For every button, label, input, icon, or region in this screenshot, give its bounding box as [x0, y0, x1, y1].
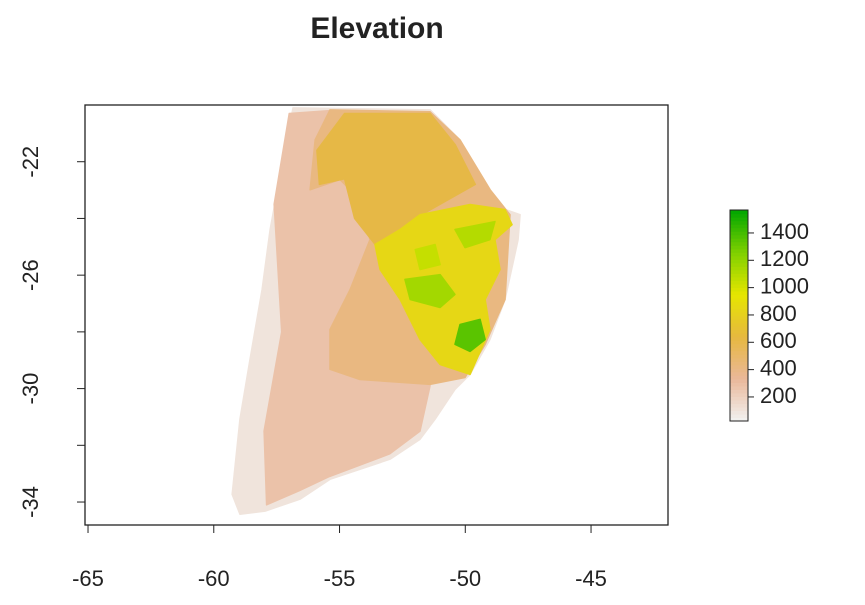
x-tick-label: -60 [198, 566, 230, 591]
colorbar-cell [730, 358, 748, 362]
colorbar-cell [730, 224, 748, 228]
colorbar-cell [730, 270, 748, 274]
colorbar-cell [730, 249, 748, 253]
colorbar-cell [730, 301, 748, 305]
colorbar-label: 1200 [760, 246, 809, 271]
colorbar-cell [730, 231, 748, 235]
y-tick-label: -26 [18, 259, 43, 291]
colorbar-cell [730, 214, 748, 218]
colorbar-cell [730, 277, 748, 281]
colorbar-cell [730, 365, 748, 369]
colorbar-cell [730, 337, 748, 341]
colorbar-cell [730, 210, 748, 214]
colorbar-cell [730, 273, 748, 277]
colorbar-cell [730, 410, 748, 414]
colorbar-cell [730, 284, 748, 288]
chart-title: Elevation [310, 12, 443, 45]
colorbar-label: 400 [760, 355, 797, 380]
colorbar-label: 800 [760, 301, 797, 326]
colorbar-cell [730, 393, 748, 397]
y-tick-label: -30 [18, 373, 43, 405]
colorbar-cell [730, 308, 748, 312]
x-tick-label: -45 [575, 566, 607, 591]
colorbar-cell [730, 235, 748, 239]
colorbar-cell [730, 326, 748, 330]
colorbar-cell [730, 403, 748, 407]
colorbar-cell [730, 221, 748, 225]
colorbar-cell [730, 319, 748, 323]
colorbar-cell [730, 228, 748, 232]
elevation-zone [415, 245, 440, 270]
map-layer [232, 108, 520, 514]
colorbar-cell [730, 217, 748, 221]
colorbar-cell [730, 266, 748, 270]
colorbar-cell [730, 259, 748, 263]
colorbar-cell [730, 379, 748, 383]
colorbar-cell [730, 323, 748, 327]
y-tick-label: -22 [18, 146, 43, 178]
colorbar-cell [730, 252, 748, 256]
colorbar-cell [730, 354, 748, 358]
colorbar-cell [730, 340, 748, 344]
colorbar-cell [730, 333, 748, 337]
colorbar-cell [730, 396, 748, 400]
colorbar-cell [730, 280, 748, 284]
colorbar-cell [730, 344, 748, 348]
colorbar-label: 1400 [760, 219, 809, 244]
colorbar-cell [730, 263, 748, 267]
colorbar-cell [730, 351, 748, 355]
y-tick-label: -34 [18, 486, 43, 518]
colorbar-cell [730, 256, 748, 260]
colorbar-cell [730, 372, 748, 376]
colorbar-cell [730, 242, 748, 246]
colorbar-cell [730, 298, 748, 302]
colorbar-cell [730, 361, 748, 365]
colorbar-cell [730, 294, 748, 298]
colorbar-cell [730, 400, 748, 404]
colorbar-cell [730, 287, 748, 291]
colorbar-cell [730, 414, 748, 418]
colorbar-cell [730, 407, 748, 411]
colorbar-cell [730, 305, 748, 309]
page: {"chart_data": { "type": "raster", "titl… [0, 0, 865, 605]
colorbar-cell [730, 316, 748, 320]
colorbar-label: 200 [760, 383, 797, 408]
x-tick-label: -50 [449, 566, 481, 591]
colorbar-cell [730, 347, 748, 351]
colorbar-cell [730, 389, 748, 393]
colorbar-cell [730, 245, 748, 249]
x-tick-label: -55 [324, 566, 356, 591]
colorbar-label: 1000 [760, 273, 809, 298]
chart: Elevation -65 -60 -55 -50 -45 -22 -26 -30 -34 200… [0, 0, 865, 605]
colorbar-label: 600 [760, 328, 797, 353]
colorbar-cell [730, 312, 748, 316]
colorbar-cell [730, 386, 748, 390]
colorbar-cell [730, 382, 748, 386]
colorbar-cell [730, 330, 748, 334]
colorbar-cell [730, 368, 748, 372]
colorbar-cell [730, 238, 748, 242]
colorbar-cell [730, 375, 748, 379]
x-tick-label: -65 [72, 566, 104, 591]
colorbar-cell [730, 291, 748, 295]
